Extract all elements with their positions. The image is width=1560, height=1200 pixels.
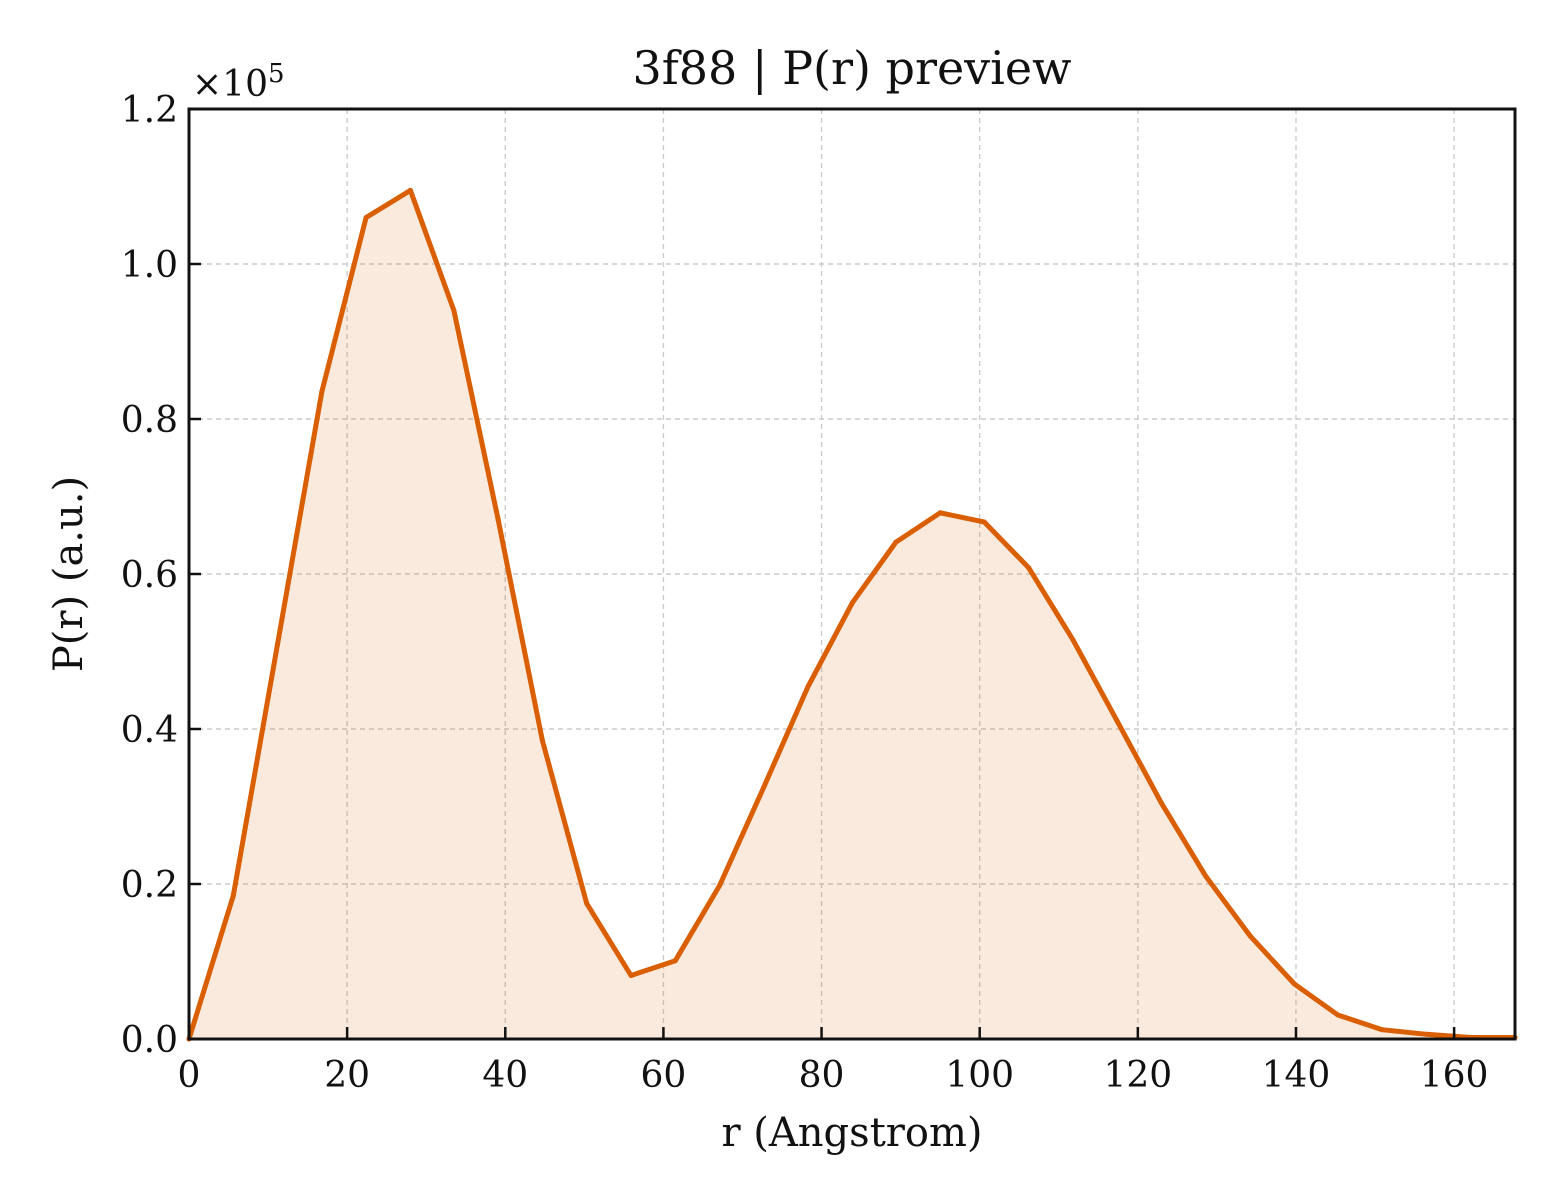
data-points	[186, 187, 1518, 1042]
data-point	[584, 900, 590, 906]
data-point	[981, 519, 987, 525]
data-point	[451, 308, 457, 313]
y-tick-label: 0.4	[121, 710, 178, 751]
data-point	[407, 187, 413, 193]
data-point	[495, 517, 501, 523]
x-axis-label: r (Angstrom)	[721, 1110, 982, 1156]
x-tick-label: 100	[945, 1055, 1014, 1096]
data-point	[893, 539, 899, 545]
y-axis-label: P(r) (a.u.)	[46, 476, 92, 672]
ticks: 0 20 40 60 80 100 120 140 160 0.0 0.2 0.4 0.6 0.8 1.0 1…	[121, 90, 1489, 1096]
grid	[189, 109, 1515, 1039]
x-tick-label: 0	[178, 1055, 201, 1096]
y-exponent-power: 5	[268, 59, 285, 89]
data-point	[363, 215, 369, 220]
data-point	[230, 893, 236, 899]
x-tick-label: 160	[1420, 1055, 1489, 1096]
y-tick-label: 0.0	[121, 1020, 178, 1061]
data-point	[1423, 1031, 1429, 1037]
data-point	[1335, 1012, 1341, 1018]
y-tick-label: 1.0	[121, 245, 178, 286]
data-point	[849, 600, 855, 606]
data-point	[539, 738, 545, 744]
data-point	[672, 958, 678, 964]
data-point	[319, 389, 325, 395]
y-tick-label: 1.2	[121, 90, 178, 131]
y-tick-label: 0.8	[121, 400, 178, 441]
data-point	[1291, 981, 1297, 987]
x-tick-label: 120	[1103, 1055, 1172, 1096]
data-point	[1114, 718, 1120, 724]
data-point	[1070, 637, 1076, 643]
y-tick-label: 0.2	[121, 865, 178, 906]
data-point	[717, 883, 723, 888]
x-tick-label: 60	[641, 1055, 687, 1096]
data-point	[628, 973, 634, 978]
plot-area: 0 20 40 60 80 100 120 140 160 0.0 0.2 0.4 0.6 0.8 1.0 1…	[121, 90, 1518, 1096]
y-tick-label: 0.6	[121, 555, 178, 596]
x-tick-label: 140	[1262, 1055, 1331, 1096]
data-point	[761, 784, 767, 790]
data-point	[1379, 1027, 1385, 1033]
x-tick-label: 80	[799, 1055, 845, 1096]
data-point	[1026, 565, 1032, 571]
data-point	[275, 641, 281, 647]
series-area-fill	[189, 190, 1515, 1039]
x-tick-label: 20	[324, 1055, 370, 1096]
data-point	[1203, 873, 1209, 879]
data-point	[937, 510, 943, 516]
y-exponent-base: ×10	[192, 64, 268, 105]
data-point	[805, 683, 811, 689]
chart-title: 3f88 | P(r) preview	[633, 41, 1072, 95]
data-point	[1159, 800, 1165, 806]
data-point	[1247, 933, 1253, 939]
x-tick-label: 40	[482, 1055, 528, 1096]
y-axis-exponent: ×105	[192, 59, 285, 105]
